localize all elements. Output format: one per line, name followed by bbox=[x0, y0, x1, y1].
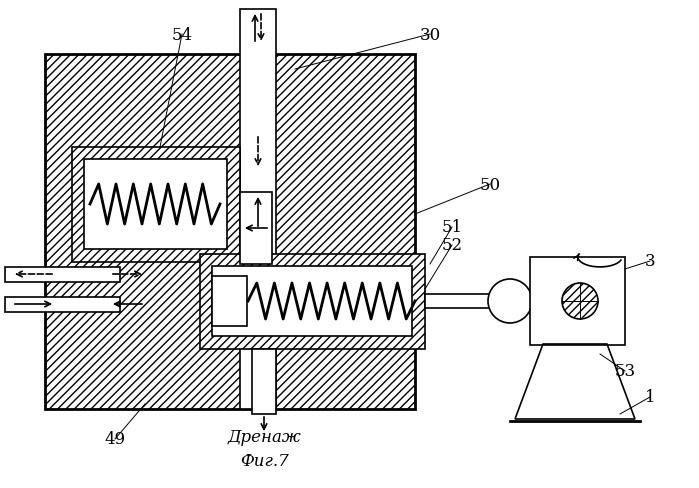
Text: 30: 30 bbox=[419, 26, 440, 43]
Bar bbox=[425, 294, 505, 308]
Text: 51: 51 bbox=[442, 219, 463, 236]
Text: 50: 50 bbox=[480, 176, 500, 193]
Text: 49: 49 bbox=[104, 430, 126, 447]
Text: 1: 1 bbox=[644, 389, 656, 406]
Text: 54: 54 bbox=[171, 26, 192, 43]
Text: Фиг.7: Фиг.7 bbox=[240, 452, 289, 469]
Bar bbox=[84, 160, 227, 249]
Circle shape bbox=[562, 284, 598, 319]
Text: 52: 52 bbox=[442, 237, 463, 254]
Bar bbox=[72, 148, 240, 263]
Text: 53: 53 bbox=[614, 363, 635, 380]
Bar bbox=[212, 266, 412, 336]
Text: 3: 3 bbox=[644, 253, 656, 270]
Bar bbox=[240, 10, 276, 409]
Bar bbox=[530, 258, 625, 346]
Bar bbox=[240, 193, 272, 264]
Bar bbox=[5, 267, 120, 283]
Bar bbox=[5, 297, 120, 312]
Text: Дренаж: Дренаж bbox=[227, 428, 301, 446]
Bar bbox=[45, 55, 415, 409]
Circle shape bbox=[488, 280, 532, 324]
Bar bbox=[212, 276, 247, 326]
Bar bbox=[252, 349, 276, 414]
Bar bbox=[200, 254, 425, 349]
